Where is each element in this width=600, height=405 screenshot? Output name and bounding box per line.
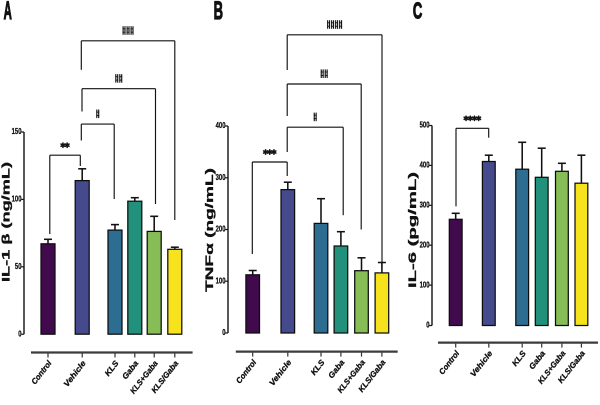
svg-text:100: 100 [420, 279, 430, 289]
svg-text:50: 50 [15, 261, 22, 271]
svg-text:0: 0 [18, 328, 21, 338]
svg-text:0: 0 [222, 327, 225, 337]
svg-text:TNFα (ng/mL): TNFα (ng/mL) [204, 167, 216, 292]
svg-text:100: 100 [216, 275, 226, 285]
svg-text:C: C [413, 0, 422, 23]
svg-text:300: 300 [216, 172, 226, 182]
svg-text:500: 500 [420, 120, 430, 130]
svg-text:B: B [214, 0, 223, 25]
svg-text:150: 150 [12, 126, 22, 136]
svg-text:400: 400 [216, 120, 226, 130]
svg-text:200: 200 [216, 224, 226, 234]
svg-text:0: 0 [426, 320, 429, 330]
svg-text:300: 300 [420, 200, 430, 210]
svg-text:IL-6 (pg/mL): IL-6 (pg/mL) [407, 171, 419, 288]
svg-text:200: 200 [420, 239, 430, 249]
svg-text:400: 400 [420, 160, 430, 170]
svg-text:IL-1 β (ng/mL): IL-1 β (ng/mL) [1, 161, 13, 282]
svg-text:A: A [4, 0, 12, 25]
svg-text:100: 100 [12, 194, 22, 204]
